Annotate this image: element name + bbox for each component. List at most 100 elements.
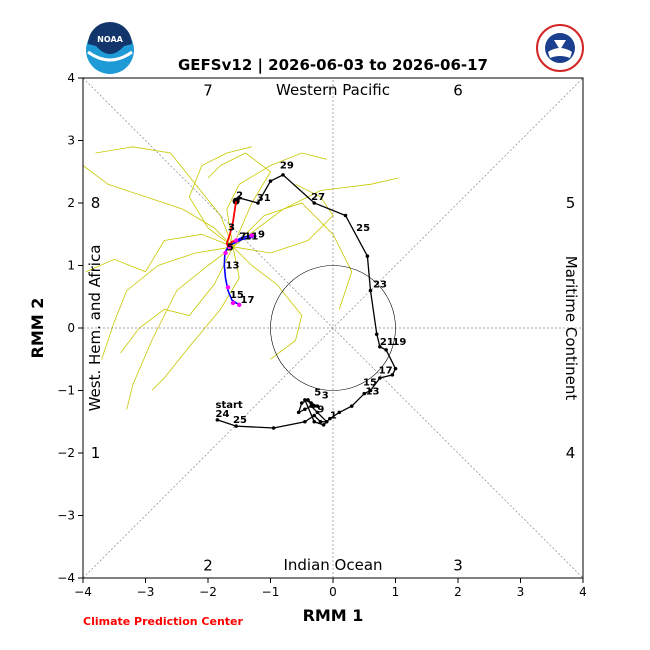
observed-point xyxy=(303,419,307,424)
forecast-point xyxy=(227,244,233,249)
ensemble-member-line xyxy=(101,246,234,360)
ensemble-member-line xyxy=(232,202,353,310)
y-tick-label: 2 xyxy=(67,196,75,210)
y-tick-label: −3 xyxy=(57,509,75,523)
x-tick-label: −3 xyxy=(137,585,155,599)
observed-point xyxy=(321,423,326,427)
region-label-bottom: Indian Ocean xyxy=(283,556,382,574)
forecast-point xyxy=(225,285,231,290)
phase-number: 6 xyxy=(453,82,463,100)
ensemble-member-line xyxy=(207,152,272,247)
ensemble-member-line xyxy=(126,246,234,410)
observed-day-label: 1 xyxy=(330,411,337,422)
region-label-top: Western Pacific xyxy=(276,81,390,99)
observed-point xyxy=(368,388,373,393)
observed-point xyxy=(281,173,285,177)
observed-point xyxy=(384,348,388,352)
observed-point xyxy=(215,418,220,422)
x-axis-label: RMM 1 xyxy=(303,606,364,625)
observed-point xyxy=(312,404,317,408)
forecast-day-label: 11 xyxy=(244,231,258,242)
noaa-logo-text: NOAA xyxy=(97,35,123,44)
observed-day-label: 27 xyxy=(311,192,325,203)
observed-day-label: 21 xyxy=(380,337,394,348)
ensemble-member-line xyxy=(82,165,234,248)
footer-credit: Climate Prediction Center xyxy=(83,615,243,628)
phase-number: 1 xyxy=(91,444,101,462)
phase-number: 4 xyxy=(566,444,576,462)
observed-point xyxy=(362,391,367,396)
phase-divider-antidiagonal xyxy=(82,77,584,579)
noaa-logo: NOAA xyxy=(86,22,134,74)
observed-point xyxy=(303,398,307,402)
observed-point xyxy=(312,413,317,418)
observed-point xyxy=(378,376,382,380)
observed-point xyxy=(368,288,373,293)
observed-day-label: 9 xyxy=(317,404,324,415)
forecast-day-label: 3 xyxy=(228,223,235,234)
ensemble-member-line xyxy=(188,146,252,248)
forecast-point xyxy=(249,233,254,238)
phase-guides xyxy=(82,77,584,579)
phase-number: 5 xyxy=(566,194,576,212)
observed-day-label: 25 xyxy=(233,415,247,426)
x-tick-label: 0 xyxy=(329,585,337,599)
y-tick-label: 1 xyxy=(67,259,75,273)
observed-point xyxy=(271,426,276,430)
observed-day-label: 15 xyxy=(363,378,377,389)
x-tick-label: −1 xyxy=(262,585,280,599)
y-axis-label: RMM 2 xyxy=(28,298,47,359)
ensemble-member-line xyxy=(95,146,234,247)
chart-text: GEFSv12 | 2026-06-03 to 2026-06-17 RMM 1… xyxy=(28,56,580,628)
observed-day-label: 2 xyxy=(236,191,243,202)
observed-point xyxy=(390,373,395,377)
x-tick-label: −4 xyxy=(74,585,92,599)
x-tick-label: 3 xyxy=(517,585,525,599)
observed-point xyxy=(234,424,238,428)
region-label-left: West. Hem. and Africa xyxy=(86,245,104,412)
observed-point xyxy=(299,401,304,405)
ensemble-member-line xyxy=(232,177,399,248)
observed-day-label: 25 xyxy=(356,223,370,234)
x-tick-label: 1 xyxy=(392,585,400,599)
y-tick-label: 0 xyxy=(67,321,75,335)
observed-point xyxy=(328,416,332,421)
observed-day-label: 29 xyxy=(280,161,294,172)
ensemble-members xyxy=(82,146,399,410)
nws-logo xyxy=(536,24,584,72)
y-tick-label: −1 xyxy=(57,384,75,398)
observed-point xyxy=(306,398,310,402)
observed-point xyxy=(315,404,320,408)
ensemble-member-line xyxy=(232,183,334,254)
forecast-day-label: 17 xyxy=(241,295,255,306)
observed-point xyxy=(296,410,301,415)
observed-point xyxy=(393,366,398,371)
observed-point xyxy=(268,179,273,183)
unit-circle xyxy=(270,265,396,391)
ensemble-member-line xyxy=(120,246,234,354)
observed-point xyxy=(349,404,354,408)
x-tick-label: 2 xyxy=(454,585,462,599)
observed-point xyxy=(365,254,370,258)
ensemble-member-line xyxy=(85,233,234,273)
forecast-point xyxy=(223,250,228,256)
observed-day-label: 13 xyxy=(366,386,380,397)
y-tick-label: 3 xyxy=(67,134,75,148)
observed-point xyxy=(309,404,313,408)
observed-point xyxy=(312,419,317,424)
observed-point xyxy=(318,419,323,424)
observed-point xyxy=(303,407,307,412)
phase-number: 8 xyxy=(91,194,101,212)
observed-point xyxy=(324,419,329,424)
y-tick-label: 4 xyxy=(67,71,75,85)
observed-day-label: 31 xyxy=(257,193,271,204)
observed-day-label: 3 xyxy=(322,391,329,402)
phase-number: 3 xyxy=(453,557,463,575)
observed-point xyxy=(374,332,379,337)
phase-number: 2 xyxy=(203,557,213,575)
chart-title: GEFSv12 | 2026-06-03 to 2026-06-17 xyxy=(178,56,488,75)
observed-day-label: 24 xyxy=(216,409,230,420)
